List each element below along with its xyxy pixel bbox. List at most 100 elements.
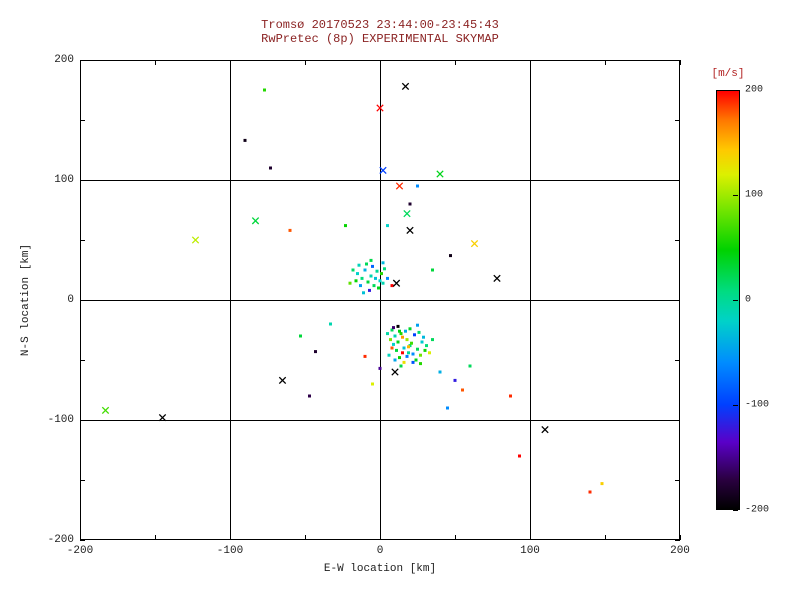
scatter-point-dot xyxy=(369,274,373,278)
scatter-point-dot xyxy=(381,261,385,265)
scatter-point-dot xyxy=(407,351,410,355)
scatter-point-dot xyxy=(371,382,374,386)
scatter-point-dot xyxy=(446,406,449,410)
scatter-point-x xyxy=(541,425,549,434)
x-tick-label: 0 xyxy=(376,545,384,557)
scatter-point-dot xyxy=(357,263,361,267)
scatter-point-dot xyxy=(404,329,407,333)
scatter-point-dot xyxy=(359,284,362,288)
scatter-point-dot xyxy=(399,364,403,368)
scatter-point-dot xyxy=(399,332,403,336)
scatter-point-dot xyxy=(428,351,431,355)
scatter-point-x xyxy=(101,406,110,415)
scatter-point-dot xyxy=(402,360,406,364)
x-tick-label: 200 xyxy=(670,545,690,557)
scatter-point-dot xyxy=(410,341,413,345)
scatter-point-dot xyxy=(387,353,391,357)
scatter-point-x xyxy=(403,209,411,218)
scatter-point-x xyxy=(158,413,167,422)
colorbar-tick-mark xyxy=(733,404,738,406)
scatter-point-dot xyxy=(390,346,394,350)
x-tick-label: 100 xyxy=(520,545,540,557)
x-tick-label: -100 xyxy=(216,545,244,557)
scatter-point-dot xyxy=(389,338,392,342)
scatter-point-dot xyxy=(269,166,272,170)
scatter-point-x xyxy=(436,170,444,178)
scatter-point-dot xyxy=(416,323,419,327)
scatter-point-dot xyxy=(243,138,247,142)
scatter-point-dot xyxy=(386,332,389,336)
scatter-point-dot xyxy=(390,328,394,332)
scatter-point-dot xyxy=(363,268,367,272)
y-tick-label: 0 xyxy=(67,294,74,306)
scatter-point-x xyxy=(406,226,414,235)
scatter-point-dot xyxy=(411,360,415,364)
scatter-point-dot xyxy=(329,322,332,326)
scatter-point-dot xyxy=(408,202,412,206)
colorbar-tick-mark xyxy=(733,509,738,511)
scatter-point-dot xyxy=(381,281,385,285)
scatter-point-dot xyxy=(372,284,376,288)
scatter-point-dot xyxy=(351,268,355,272)
scatter-point-x xyxy=(278,376,287,385)
colorbar-tick-mark xyxy=(733,299,738,301)
scatter-point-dot xyxy=(369,258,373,262)
scatter-point-dot xyxy=(419,353,422,357)
scatter-point-x xyxy=(401,82,410,91)
scatter-point-dot xyxy=(362,291,365,295)
plot-title: Tromsø 20170523 23:44:00-23:45:43 RwPret… xyxy=(80,18,680,46)
scatter-point-x xyxy=(379,166,387,175)
scatter-point-dot xyxy=(416,184,419,188)
scatter-point-dot xyxy=(509,394,512,398)
scatter-point-dot xyxy=(374,276,377,280)
scatter-point-dot xyxy=(408,327,412,331)
scatter-point-dot xyxy=(314,350,317,354)
scatter-point-dot xyxy=(396,340,400,344)
scatter-point-dot xyxy=(392,342,395,346)
scatter-point-dot xyxy=(402,346,406,350)
scatter-point-dot xyxy=(386,224,389,228)
scatter-point-dot xyxy=(453,378,457,382)
scatter-point-dot xyxy=(392,326,395,330)
scatter-point-dot xyxy=(588,490,592,494)
scatter-point-dot xyxy=(386,276,389,280)
scatter-point-dot xyxy=(438,370,442,374)
scatter-point-dot xyxy=(360,276,364,280)
y-tick-label: 100 xyxy=(54,174,74,186)
scatter-point-dot xyxy=(263,88,266,92)
scatter-point-dot xyxy=(383,267,386,271)
scatter-point-dot xyxy=(398,356,401,360)
colorbar-tick-mark xyxy=(733,89,738,91)
colorbar-tick-label: 200 xyxy=(745,84,764,96)
scatter-point-x xyxy=(470,239,479,248)
scatter-point-dot xyxy=(393,334,397,338)
scatter-point-dot xyxy=(377,286,380,290)
scatter-point-dot xyxy=(356,272,359,276)
scatter-point-dot xyxy=(363,354,367,358)
scatter-point-dot xyxy=(299,334,302,338)
scatter-point-dot xyxy=(288,228,292,232)
scatter-point-x xyxy=(493,274,501,283)
colorbar-tick-label: 100 xyxy=(745,189,764,201)
scatter-point-dot xyxy=(420,340,424,344)
scatter-point-dot xyxy=(414,358,418,362)
y-tick-label: 200 xyxy=(54,54,74,66)
scatter-point-dot xyxy=(419,362,422,366)
scatter-point-dot xyxy=(401,351,404,355)
scatter-point-dot xyxy=(518,454,521,458)
scatter-point-x xyxy=(251,217,260,225)
scatter-point-dot xyxy=(422,335,425,339)
scatter-point-x xyxy=(392,279,401,287)
scatter-point-x xyxy=(191,236,200,244)
scatter-point-x xyxy=(391,368,399,376)
scatter-point-dot xyxy=(407,345,410,349)
scatter-point-dot xyxy=(398,329,401,333)
scatter-point-dot xyxy=(600,482,604,486)
scatter-point-dot xyxy=(405,338,409,342)
scatter-point-dot xyxy=(413,333,416,337)
colorbar-tick-label: -200 xyxy=(745,504,770,516)
scatter-point-dot xyxy=(416,347,419,351)
scatter-point-dot xyxy=(396,324,400,328)
